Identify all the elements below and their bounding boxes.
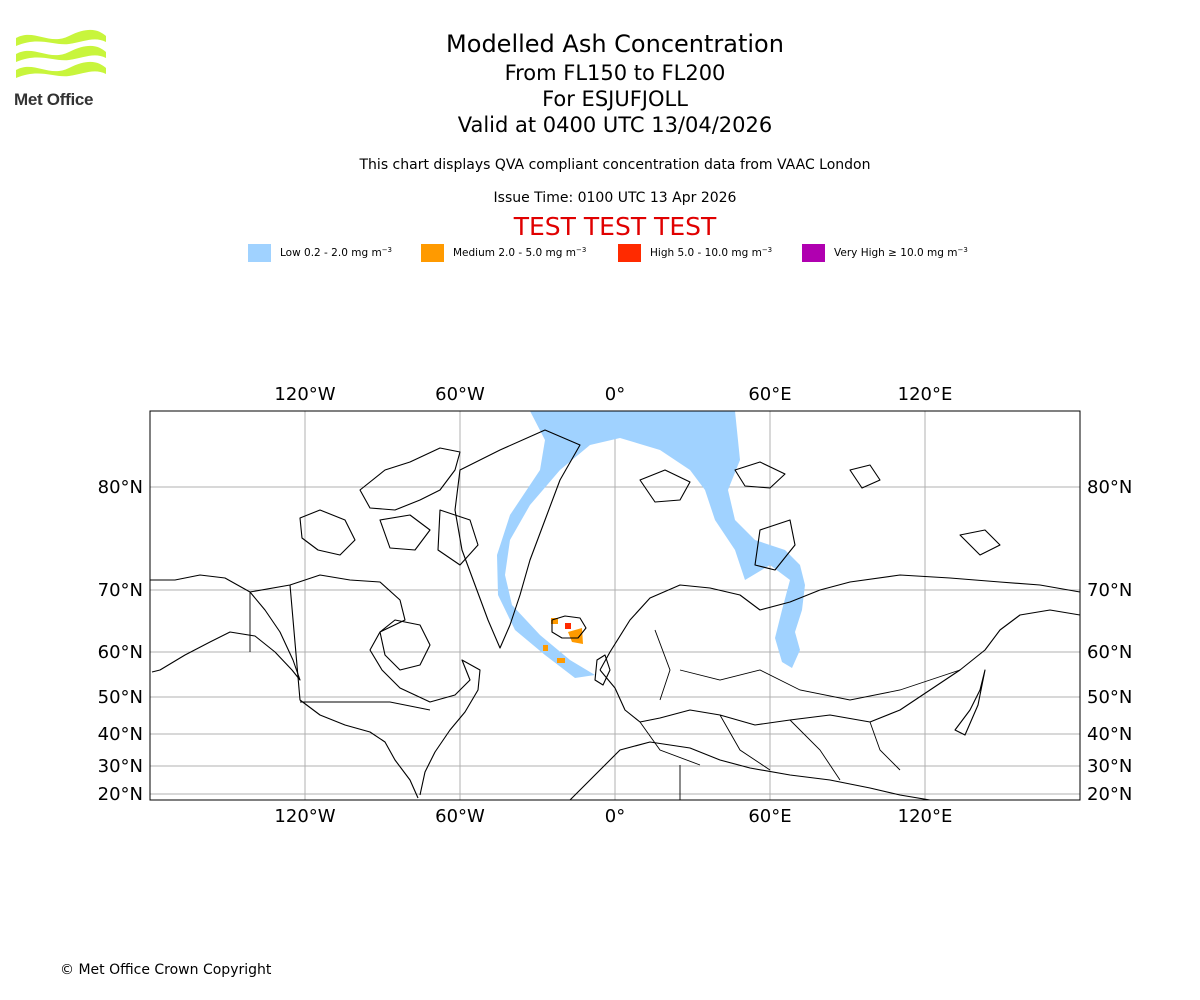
test-banner: TEST TEST TEST (513, 212, 717, 241)
lon-label-top-120e: 120°E (898, 384, 953, 405)
map-panel: 120°W 60°W 0° 60°E 120°E 120°W 60°W 0° 6… (0, 370, 1200, 830)
lat-label-left-70n: 70°N (98, 580, 143, 601)
lat-label-right-80n: 80°N (1087, 477, 1132, 498)
copyright-footer: © Met Office Crown Copyright (60, 962, 272, 978)
legend-swatch-medium (421, 244, 444, 262)
lat-label-right-20n: 20°N (1087, 784, 1132, 805)
ash-area-high (565, 623, 571, 629)
lon-label-bottom-60e: 60°E (748, 806, 791, 827)
lat-label-right-70n: 70°N (1087, 580, 1132, 601)
lat-label-left-20n: 20°N (98, 784, 143, 805)
lat-label-left-30n: 30°N (98, 756, 143, 777)
map-svg: 120°W 60°W 0° 60°E 120°E 120°W 60°W 0° 6… (98, 384, 1133, 827)
chart-title-block: Modelled Ash Concentration From FL150 to… (0, 28, 1200, 138)
lat-label-right-50n: 50°N (1087, 687, 1132, 708)
lat-label-left-50n: 50°N (98, 687, 143, 708)
legend-swatch-high (618, 244, 641, 262)
compliance-note: This chart displays QVA compliant concen… (359, 157, 871, 173)
legend-label-medium: Medium 2.0 - 5.0 mg m (453, 247, 576, 259)
graticule (150, 411, 1080, 800)
legend-swatch-low (248, 244, 271, 262)
legend-label-very-high: Very High ≥ 10.0 mg m (834, 247, 958, 259)
lon-label-bottom-120e: 120°E (898, 806, 953, 827)
lon-label-top-120w: 120°W (274, 384, 335, 405)
legend-unit-exponent: −3 (575, 246, 587, 254)
ash-area-medium (543, 618, 583, 663)
lat-label-left-40n: 40°N (98, 724, 143, 745)
lon-label-bottom-120w: 120°W (274, 806, 335, 827)
logo-text: Met Office (14, 90, 94, 109)
ash-area-low (497, 411, 805, 678)
lon-label-top-60w: 60°W (435, 384, 485, 405)
legend-swatch-very-high (802, 244, 825, 262)
chart-subtitle-volcano: For ESJUFJOLL (542, 87, 688, 111)
map-frame (149, 410, 1081, 801)
legend-unit-exponent: −3 (381, 246, 393, 254)
lat-label-right-40n: 40°N (1087, 724, 1132, 745)
lon-label-bottom-0: 0° (605, 806, 625, 827)
logo-waves-icon (16, 29, 106, 78)
issue-time: Issue Time: 0100 UTC 13 Apr 2026 (493, 190, 737, 206)
legend-label-low: Low 0.2 - 2.0 mg m (280, 247, 382, 259)
lat-label-left-60n: 60°N (98, 642, 143, 663)
legend-label-high: High 5.0 - 10.0 mg m (650, 247, 762, 259)
country-borders (249, 592, 961, 800)
lon-label-top-0: 0° (605, 384, 625, 405)
chart-title: Modelled Ash Concentration (446, 30, 784, 58)
legend-unit-exponent: −3 (761, 246, 773, 254)
lat-label-left-80n: 80°N (98, 477, 143, 498)
chart-subtitle-levels: From FL150 to FL200 (504, 61, 726, 85)
lon-label-top-60e: 60°E (748, 384, 791, 405)
lat-label-right-30n: 30°N (1087, 756, 1132, 777)
chart-subtitle-valid-time: Valid at 0400 UTC 13/04/2026 (457, 113, 773, 137)
legend-unit-exponent: −3 (957, 246, 968, 254)
lat-label-right-60n: 60°N (1087, 642, 1132, 663)
lon-label-bottom-60w: 60°W (435, 806, 485, 827)
met-office-logo: Met Office (14, 28, 109, 113)
